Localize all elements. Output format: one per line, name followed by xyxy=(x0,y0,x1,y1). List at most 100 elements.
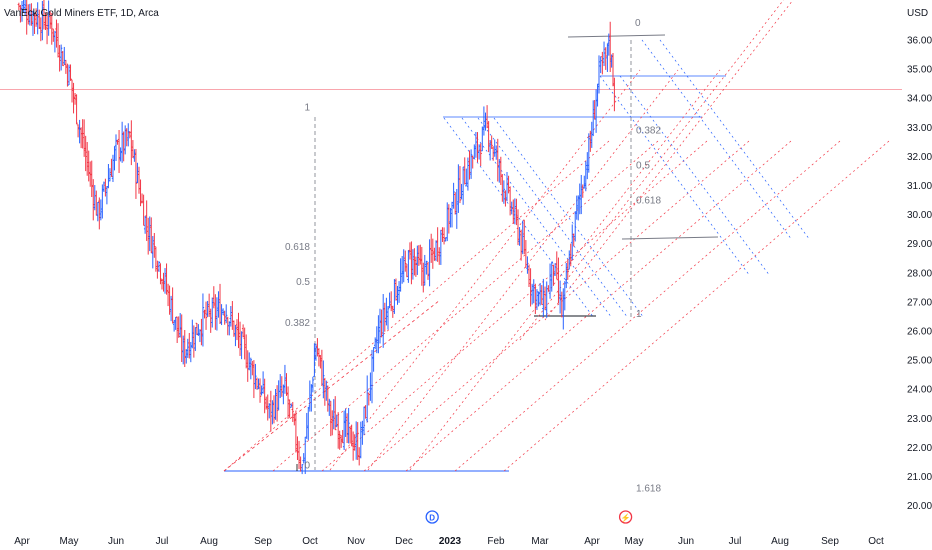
ohlc-bar xyxy=(326,385,330,412)
fib-right-channel xyxy=(641,39,793,241)
ohlc-bar xyxy=(602,41,606,67)
ohlc-bar xyxy=(174,316,177,330)
ohlc-bar xyxy=(391,305,394,318)
fib-right-top xyxy=(567,34,666,38)
ohlc-bar xyxy=(510,201,513,215)
ohlc-bar xyxy=(124,125,127,155)
ohlc-bar xyxy=(203,309,206,319)
fib-labels: 1 0.618 0.5 0.382 0 0 0.382 0.5 0.618 1 1.618 xyxy=(285,18,661,495)
ohlc-bar xyxy=(304,436,307,475)
ohlc-bar xyxy=(535,289,539,310)
ohlc-bar xyxy=(251,360,254,376)
ohlc-bar xyxy=(198,329,202,343)
ohlc-bar xyxy=(422,262,425,293)
ohlc-bar xyxy=(413,248,416,276)
ohlc-bar xyxy=(353,434,356,451)
ohlc-bar xyxy=(52,28,55,42)
ohlc-bar xyxy=(341,429,344,444)
ohlc-bar xyxy=(611,53,615,87)
x-tick-label: Sep xyxy=(821,536,839,547)
ohlc-bar xyxy=(286,386,290,419)
ohlc-bar xyxy=(547,285,550,292)
ohlc-bar xyxy=(78,119,81,144)
ohlc-bar xyxy=(237,312,240,349)
ohlc-bar xyxy=(450,201,454,228)
x-tick-label: Feb xyxy=(487,536,505,547)
ohlc-bar xyxy=(495,145,498,160)
ohlc-bar xyxy=(476,132,479,163)
ohlc-bar xyxy=(67,64,71,86)
ohlc-bar xyxy=(557,257,560,304)
fib-left-label: 0.382 xyxy=(285,318,310,329)
ohlc-bar xyxy=(254,363,257,390)
ohlc-bar xyxy=(225,304,228,324)
ohlc-bar xyxy=(30,3,33,26)
ohlc-bar xyxy=(162,272,165,292)
ohlc-bar xyxy=(584,161,587,192)
ohlc-bar xyxy=(433,247,436,261)
fib-right-label: 0.382 xyxy=(636,126,661,137)
x-tick-label: Dec xyxy=(395,536,413,547)
ohlc-bar xyxy=(191,319,194,349)
ohlc-bar xyxy=(519,229,523,261)
ohlc-bar xyxy=(44,12,47,31)
ohlc-bar xyxy=(613,77,616,112)
ohlc-bar xyxy=(319,354,322,369)
ohlc-bar xyxy=(72,82,75,114)
ohlc-bar xyxy=(442,227,446,245)
ohlc-bar xyxy=(426,261,430,280)
ohlc-bar xyxy=(364,405,367,419)
split-marker[interactable]: ⚡ xyxy=(618,510,633,524)
ohlc-bar xyxy=(548,263,552,299)
ohlc-bar xyxy=(516,209,520,246)
ohlc-bar xyxy=(111,154,115,182)
ohlc-bar xyxy=(502,180,506,204)
ohlc-bar xyxy=(228,321,231,336)
ohlc-bar xyxy=(438,247,441,265)
ohlc-bar xyxy=(501,174,504,202)
ohlc-bar xyxy=(56,23,60,58)
ohlc-bar xyxy=(359,421,362,459)
fib-right-label: 1.618 xyxy=(636,484,661,495)
ohlc-bar xyxy=(294,410,298,453)
ohlc-bar xyxy=(31,10,35,36)
ohlc-bar xyxy=(171,287,174,324)
ohlc-bar xyxy=(460,183,463,200)
ohlc-bar xyxy=(63,46,66,66)
ohlc-bar xyxy=(356,422,359,460)
ohlc-bar xyxy=(47,0,50,36)
ohlc-bar xyxy=(42,0,46,30)
ohlc-bar xyxy=(104,178,107,197)
ohlc-bar xyxy=(458,166,462,204)
ohlc-bar xyxy=(274,389,277,420)
ohlc-bar xyxy=(235,319,239,341)
ohlc-bar xyxy=(420,246,424,286)
ohlc-bar xyxy=(75,94,78,125)
ohlc-bar xyxy=(275,385,279,422)
ohlc-bar xyxy=(200,318,203,346)
y-tick-label: 29.00 xyxy=(907,239,932,250)
ohlc-bar xyxy=(512,199,515,225)
ohlc-bar xyxy=(272,395,276,424)
ohlc-bar xyxy=(416,245,419,275)
ohlc-bar xyxy=(45,11,49,45)
ohlc-bar xyxy=(487,121,490,153)
ohlc-bar xyxy=(168,285,171,315)
ohlc-bar xyxy=(446,202,449,242)
ohlc-bar xyxy=(53,30,57,53)
fib-right-channel xyxy=(443,117,595,319)
ohlc-bar xyxy=(232,320,236,337)
price-bars xyxy=(17,0,616,475)
ohlc-bar xyxy=(139,179,142,207)
ohlc-bar xyxy=(471,155,474,169)
y-tick-label: 34.00 xyxy=(907,94,932,105)
ohlc-bar xyxy=(411,249,415,280)
ohlc-bar xyxy=(473,144,476,159)
ohlc-bar xyxy=(291,401,294,422)
ohlc-bar xyxy=(404,250,407,272)
ohlc-bar xyxy=(288,399,291,418)
ohlc-bar xyxy=(136,162,139,184)
dividend-marker[interactable]: D xyxy=(425,510,439,524)
ohlc-bar xyxy=(209,308,212,333)
